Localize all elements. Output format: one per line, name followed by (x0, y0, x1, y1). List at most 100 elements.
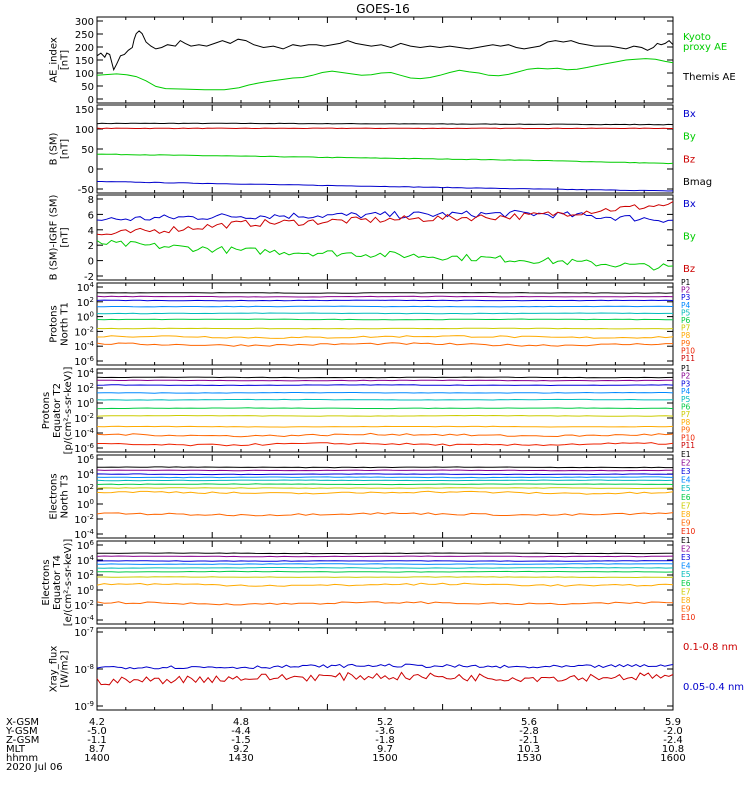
y-axis-title: Equator T2 (52, 383, 63, 438)
y-tick-label: 250 (75, 30, 94, 41)
series-line-p4 (97, 305, 674, 308)
x-axis-value: 9.2 (233, 744, 249, 755)
legend-label: 0.05-0.4 nm (683, 682, 744, 693)
series-line-bz (96, 201, 674, 236)
series-line-e3 (96, 560, 674, 562)
channel-label: P6 (681, 316, 691, 325)
x-axis-value: 1600 (660, 753, 685, 764)
series-line-bx (97, 181, 674, 192)
series-line-p2 (96, 379, 673, 382)
channel-label: E1 (681, 536, 691, 545)
x-axis-value: 10.3 (518, 744, 540, 755)
y-tick-label: 100 (75, 125, 94, 136)
channel-label: P7 (681, 410, 691, 419)
series-line-p1 (96, 291, 674, 294)
series-line-p6 (97, 407, 674, 410)
y-tick-label: 4 (88, 226, 94, 237)
legend-label: proxy AE (683, 42, 727, 53)
channel-label: E1 (681, 450, 691, 459)
y-axis-title: Electrons (41, 559, 52, 605)
y-tick-label: 2 (88, 241, 94, 252)
x-axis-value: 8.7 (89, 744, 105, 755)
y-tick-label: 10-4 (74, 614, 94, 627)
series-line-e4 (96, 563, 674, 565)
channel-label: E9 (681, 604, 691, 613)
series-line-xray (96, 663, 674, 670)
channel-label: P10 (681, 346, 695, 355)
channel-label: P2 (681, 286, 691, 295)
x-axis-value: -2.0 (663, 726, 683, 737)
y-tick-label: 10-6 (74, 442, 94, 455)
channel-label: P1 (681, 364, 691, 373)
channel-label: P4 (681, 301, 691, 310)
y-tick-label: 10-9 (74, 700, 94, 713)
legend-label: Bx (683, 109, 696, 120)
channel-label: E5 (681, 484, 691, 493)
x-axis-value: -2.8 (519, 726, 539, 737)
x-axis-value: 9.7 (377, 744, 393, 755)
series-line-e7 (96, 487, 674, 490)
y-tick-label: 100 (77, 498, 94, 511)
series-line-p7 (96, 327, 674, 330)
channel-label: P5 (681, 308, 691, 317)
series-line-bx (96, 209, 674, 223)
y-tick-label: 102 (77, 382, 94, 395)
series-line-p10 (97, 442, 674, 447)
y-tick-label: 6 (88, 210, 94, 221)
channel-label: P6 (681, 403, 691, 412)
y-tick-label: 200 (75, 43, 94, 54)
y-tick-label: 300 (75, 17, 94, 28)
channel-label: P1 (681, 278, 691, 287)
y-tick-label: -50 (78, 185, 94, 196)
series-line-e6 (96, 483, 674, 486)
channel-label: P2 (681, 372, 691, 381)
series-line-e8 (96, 582, 674, 587)
x-axis-value: 1500 (372, 753, 397, 764)
x-axis-value: 1530 (516, 753, 541, 764)
y-tick-label: 50 (81, 145, 94, 156)
legend-label: Kyoto (683, 32, 711, 43)
legend-label: By (683, 232, 696, 243)
channel-label: P10 (681, 433, 695, 442)
y-tick-label: 150 (75, 56, 94, 67)
channel-label: P5 (681, 395, 691, 404)
y-tick-label: 10-4 (74, 427, 94, 440)
series-line-p5 (96, 312, 673, 315)
x-axis-row-label: Y-GSM (5, 726, 38, 737)
series-line-p3 (96, 384, 674, 387)
x-axis-row-label: 2020 Jul 06 (6, 762, 63, 773)
channel-label: P11 (681, 441, 695, 450)
y-tick-label: 104 (77, 367, 95, 380)
y-tick-label: 0 (88, 165, 94, 176)
channel-label: E3 (681, 553, 691, 562)
legend-label: Bz (683, 154, 695, 165)
y-axis-title: B (SM) (49, 132, 60, 165)
series-line-by (96, 153, 674, 165)
series-line-e8 (96, 490, 674, 495)
y-axis-title: [nT] (60, 227, 71, 247)
series-line-e3 (96, 473, 673, 476)
channel-label: P8 (681, 331, 691, 340)
channel-label: E8 (681, 510, 691, 519)
y-tick-label: 10-4 (74, 528, 94, 541)
series-line-p8 (96, 335, 674, 339)
y-axis-title: [nT] (60, 50, 71, 70)
y-axis-title: Protons (41, 392, 52, 429)
channel-label: E4 (681, 476, 691, 485)
y-axis-title: [e/(cm²-s-sr-keV)] (63, 539, 74, 627)
series-line-e2 (96, 555, 674, 558)
series-line-e1 (97, 466, 673, 469)
series-line-e4 (96, 476, 674, 479)
y-tick-label: 10-8 (74, 663, 94, 676)
y-tick-label: 100 (77, 584, 94, 597)
legend-label: 0.1-0.8 nm (683, 642, 738, 653)
series-line-bmag (96, 122, 674, 126)
y-tick-label: 100 (75, 69, 94, 80)
y-tick-label: 10-4 (74, 340, 94, 353)
series-line-e5 (96, 479, 674, 482)
series-line-e1 (96, 552, 674, 555)
legend-label: Bx (683, 199, 696, 210)
y-tick-label: 10-2 (74, 325, 94, 338)
x-axis-value: 5.9 (665, 717, 681, 728)
